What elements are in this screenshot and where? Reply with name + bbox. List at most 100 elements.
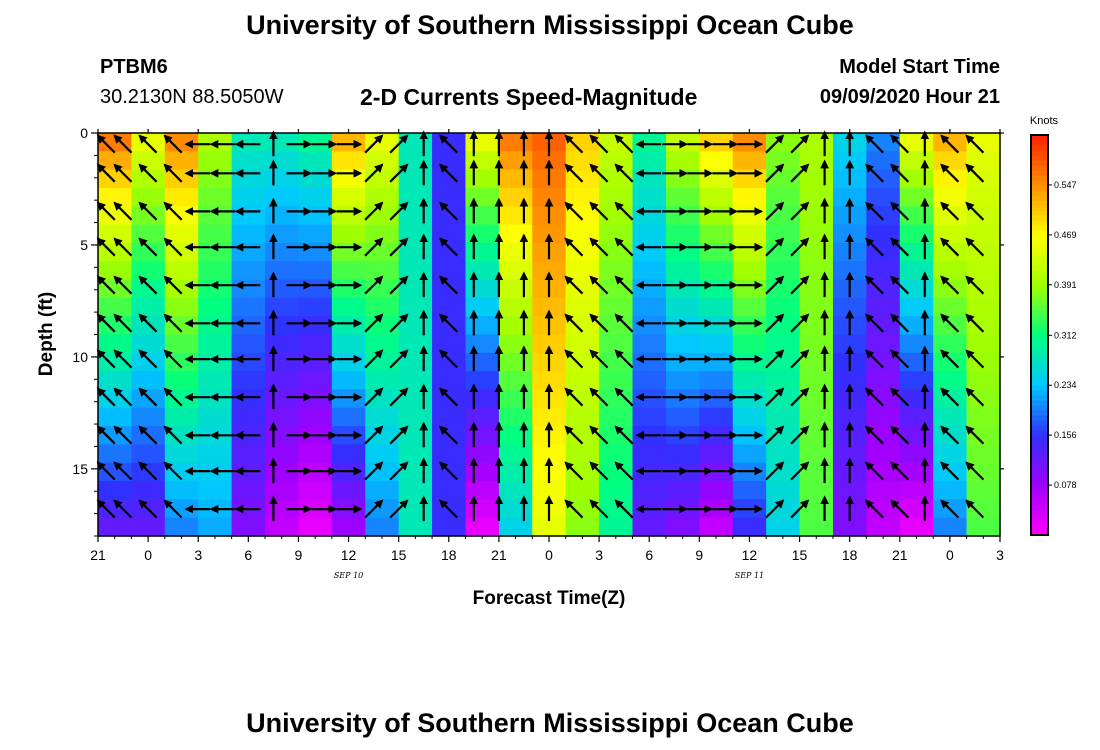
heatmap-cell [632,371,667,391]
heatmap-cell [98,297,133,317]
x-axis: 21 0 3 6 9 12 15 18 21 0 3 6 9 12 15 18 21 0 3 SEP 10 SEP 11 [90,129,1004,580]
heatmap-cell [432,407,467,427]
heatmap-cell [298,389,333,409]
heatmap-cell [766,517,801,537]
colorbar-swatch [1031,160,1048,166]
colorbar-swatch [1031,435,1048,441]
heatmap-cell [365,426,400,446]
colorbar-swatch [1031,245,1048,251]
heatmap-cell [398,169,433,189]
heatmap-cell [298,133,333,152]
heatmap-cell [265,206,300,226]
current-vector [364,387,384,407]
colorbar-swatch [1031,235,1048,241]
heatmap-cell [398,444,433,464]
current-vector [890,425,910,445]
heatmap-cell [498,279,533,299]
heatmap-cell [298,407,333,427]
current-vector [138,237,158,257]
heatmap-cell [131,133,166,152]
heatmap-cell [98,517,133,537]
heatmap-cell [131,352,166,372]
heatmap-cell [231,297,266,317]
heatmap-cell [432,224,467,244]
heatmap-cell [198,206,233,226]
heatmap-cell [398,261,433,281]
current-vector [389,425,409,445]
heatmap-cell [198,297,233,317]
colorbar-swatch [1031,240,1048,246]
current-vector [138,134,158,154]
current-vector [589,163,609,183]
heatmap-cell [732,261,767,281]
current-vector [138,349,158,369]
current-vector [589,201,609,221]
heatmap-cell [398,187,433,207]
current-vector [163,425,183,445]
heatmap-cell [966,261,1001,281]
x-tick-label: 21 [90,547,106,563]
heatmap-cell [699,389,734,409]
heatmap-cell [331,334,366,354]
heatmap-cell [565,426,600,446]
current-vector [790,163,810,183]
heatmap-cell [866,481,901,500]
current-vector [439,275,459,295]
x-tick-label: 0 [946,547,954,563]
current-vector [890,134,910,154]
heatmap-cell [98,389,133,409]
current-vector [96,134,116,154]
x-tick-label: 9 [695,547,703,563]
current-vector [765,387,785,407]
current-vector [890,237,910,257]
heatmap-cell [331,297,366,317]
heatmap-cell [164,297,199,317]
heatmap-cell [766,481,801,500]
heatmap-cell [899,297,934,317]
current-vector [790,499,810,519]
current-vector [864,201,884,221]
current-vector [589,499,609,519]
current-vector [589,461,609,481]
heatmap-cell [599,224,634,244]
heatmap-cell [465,444,500,464]
heatmap-cell [632,133,667,152]
colorbar-swatch [1031,390,1048,396]
current-vector [364,163,384,183]
heatmap-cell [131,151,166,171]
current-vector [96,313,116,333]
heatmap-cell [164,242,199,262]
heatmap-cell [866,334,901,354]
heatmap-cell [699,517,734,537]
heatmap-cell [265,224,300,244]
heatmap-cell [933,224,968,244]
current-vector [364,349,384,369]
heatmap-cell [933,187,968,207]
heatmap-cell [832,334,867,354]
heatmap-cell [565,187,600,207]
current-vector [614,134,634,154]
heatmap-cell [699,352,734,372]
heatmap-cell [766,297,801,317]
colorbar-swatch [1031,150,1048,156]
heatmap-cell [331,517,366,537]
heatmap-cell [799,206,834,226]
heatmap-cell [565,517,600,537]
colorbar-tick-label: 0.391 [1054,280,1077,290]
current-vector [940,349,960,369]
heatmap-cell [98,426,133,446]
colorbar-swatch [1031,505,1048,511]
heatmap-cell [398,481,433,500]
current-vector [389,163,409,183]
colorbar-swatch [1031,375,1048,381]
heatmap-cell [665,444,700,464]
current-vector [940,237,960,257]
current-vector [389,313,409,333]
colorbar-swatch [1031,520,1048,526]
heatmap-cell [231,279,266,299]
heatmap-cell [532,187,567,207]
heatmap-cell [331,224,366,244]
heatmap-cell [966,371,1001,391]
heatmap-cell [365,224,400,244]
current-vector [113,349,133,369]
